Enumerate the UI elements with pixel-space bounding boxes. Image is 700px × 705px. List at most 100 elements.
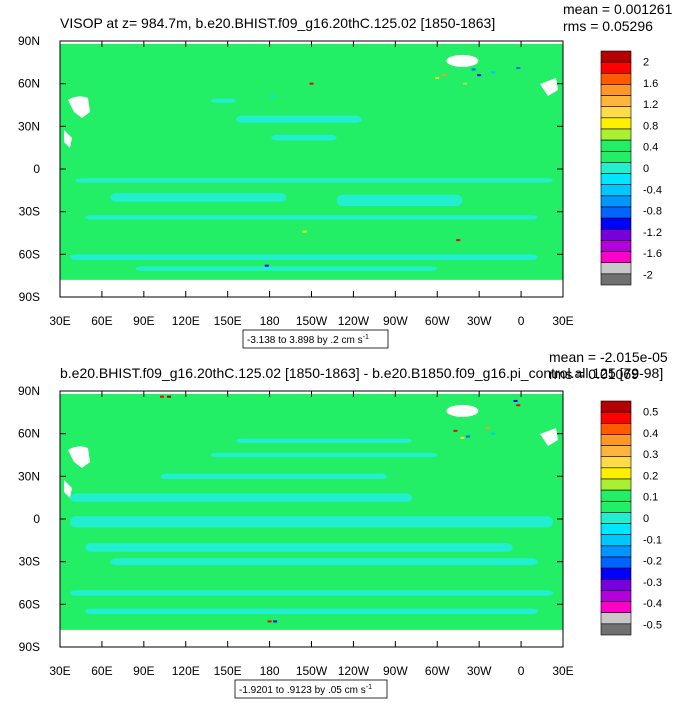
colorbar-box	[600, 95, 632, 108]
colorbar-label: -1.6	[643, 248, 662, 260]
colorbar-box	[600, 84, 632, 96]
x-tick-label: 30E	[49, 664, 70, 678]
colorbar-box	[600, 478, 632, 491]
extreme-value-point	[309, 82, 314, 85]
colorbar-box	[600, 411, 632, 424]
colorbar-box	[600, 128, 632, 141]
colorbar-label: -0.2	[643, 556, 662, 568]
extreme-value-point	[513, 399, 518, 402]
rms-stat: rms = 0.01069	[549, 366, 639, 382]
anomaly-band	[236, 115, 362, 123]
chart-title: VISOP at z= 984.7m, b.e20.BHIST.f09_g16.…	[60, 15, 495, 31]
anomaly-band	[210, 98, 237, 103]
extreme-value-point	[273, 620, 278, 623]
land-mask	[68, 96, 90, 118]
colorbar-label: 0.2	[643, 470, 658, 482]
svg-text:-3.138 to 3.898 by .2 cm s-1: -3.138 to 3.898 by .2 cm s-1	[247, 334, 369, 346]
colorbar-box	[600, 489, 632, 502]
rms-stat: rms = 0.05296	[563, 18, 653, 34]
extreme-value-point	[460, 436, 465, 439]
bottom-map-chart: b.e20.BHIST.f09_g16.20thC.125.02 [1850-1…	[18, 349, 668, 699]
x-tick-label: 60W	[425, 314, 450, 328]
x-tick-label: 30E	[552, 314, 573, 328]
anomaly-band	[85, 215, 538, 220]
colorbar-box	[600, 106, 632, 119]
anomaly-band	[336, 194, 463, 206]
colorbar-label: 0.1	[643, 492, 658, 504]
x-tick-label: 150E	[214, 314, 242, 328]
x-tick-label: 30E	[49, 314, 70, 328]
x-tick-label: 60E	[91, 314, 112, 328]
anomaly-band	[160, 473, 387, 480]
x-tick-label: 180	[260, 664, 280, 678]
extreme-value-point	[491, 432, 496, 435]
bottom-map-panel: b.e20.BHIST.f09_g16.20thC.125.02 [1850-1…	[0, 349, 700, 700]
colorbar-label: -2	[643, 269, 653, 281]
extreme-value-point	[516, 404, 521, 407]
x-tick-label: 90W	[383, 314, 408, 328]
map-area	[60, 391, 563, 647]
mean-stat: mean = 0.001261	[563, 1, 673, 17]
colorbar-label: 0	[643, 163, 649, 175]
colorbar: 2 1.6 1.2 0.8 0.4 0 -0.4 -0.8 -1.2 -1.6 -2	[600, 50, 662, 286]
extreme-value-point	[471, 68, 476, 71]
y-tick-label: 90N	[18, 384, 40, 398]
y-tick-label: 60N	[18, 77, 40, 91]
y-tick-label: 30N	[18, 119, 40, 133]
colorbar-label: -0.5	[643, 619, 662, 631]
extreme-value-point	[267, 620, 272, 623]
land-mask	[68, 446, 90, 468]
extreme-value-point	[264, 264, 269, 267]
colorbar-label: -0.4	[643, 184, 662, 196]
y-tick-label: 90S	[19, 640, 40, 654]
colorbar-label: 0.4	[643, 428, 658, 440]
x-tick-label: 150W	[296, 314, 328, 328]
colorbar-box	[600, 139, 632, 152]
colorbar-box	[600, 512, 632, 524]
anomaly-band	[70, 590, 553, 596]
mean-stat: mean = -2.015e-05	[549, 350, 668, 365]
colorbar-label: -0.4	[643, 598, 662, 610]
anomaly-band	[75, 178, 553, 183]
extreme-value-point	[477, 74, 482, 77]
x-tick-label: 60W	[425, 664, 450, 678]
colorbar-box	[600, 184, 632, 197]
anomaly-band	[110, 193, 287, 202]
x-tick-label: 150E	[214, 664, 242, 678]
map-area	[60, 41, 563, 297]
colorbar-box	[600, 162, 632, 174]
colorbar-box	[600, 217, 632, 230]
land-mask	[540, 428, 558, 446]
map-frame: 30E 60E 90E 120E 150E 180 150W 120W 90W 60W 30W 0 30…	[18, 34, 574, 328]
colorbar-box	[600, 72, 632, 85]
colorbar-box	[600, 545, 632, 558]
x-tick-label: 30W	[467, 314, 492, 328]
colorbar-label: -0.8	[643, 206, 662, 218]
y-tick-label: 90N	[18, 34, 40, 48]
x-tick-label: 90E	[133, 664, 154, 678]
x-tick-label: 0	[518, 314, 525, 328]
anomaly-band	[210, 452, 438, 458]
colorbar-box	[600, 590, 632, 602]
extreme-value-point	[442, 74, 447, 77]
extreme-value-point	[453, 429, 458, 432]
extreme-value-point	[270, 95, 275, 98]
svg-text:-1.9201 to .9123 by .05 cm s-1: -1.9201 to .9123 by .05 cm s-1	[239, 684, 372, 696]
colorbar-box	[600, 50, 632, 63]
anomaly-band	[271, 134, 337, 141]
colorbar-label: 2	[643, 57, 649, 69]
x-tick-label: 30W	[467, 664, 492, 678]
colorbar-box	[600, 400, 632, 413]
extreme-value-point	[166, 395, 171, 398]
extreme-value-point	[302, 230, 307, 233]
x-tick-label: 60E	[91, 664, 112, 678]
y-tick-label: 30N	[18, 469, 40, 483]
colorbar-box	[600, 500, 632, 513]
greenland-mask	[446, 54, 479, 67]
top-map-panel: VISOP at z= 984.7m, b.e20.BHIST.f09_g16.…	[0, 0, 700, 350]
y-tick-label: 30S	[19, 555, 40, 569]
chart-title: b.e20.BHIST.f09_g16.20thC.125.02 [1850-1…	[60, 365, 663, 381]
colorbar-label: 1.2	[643, 99, 658, 111]
colorbar-label: -1.2	[643, 227, 662, 239]
x-tick-label: 90E	[133, 314, 154, 328]
